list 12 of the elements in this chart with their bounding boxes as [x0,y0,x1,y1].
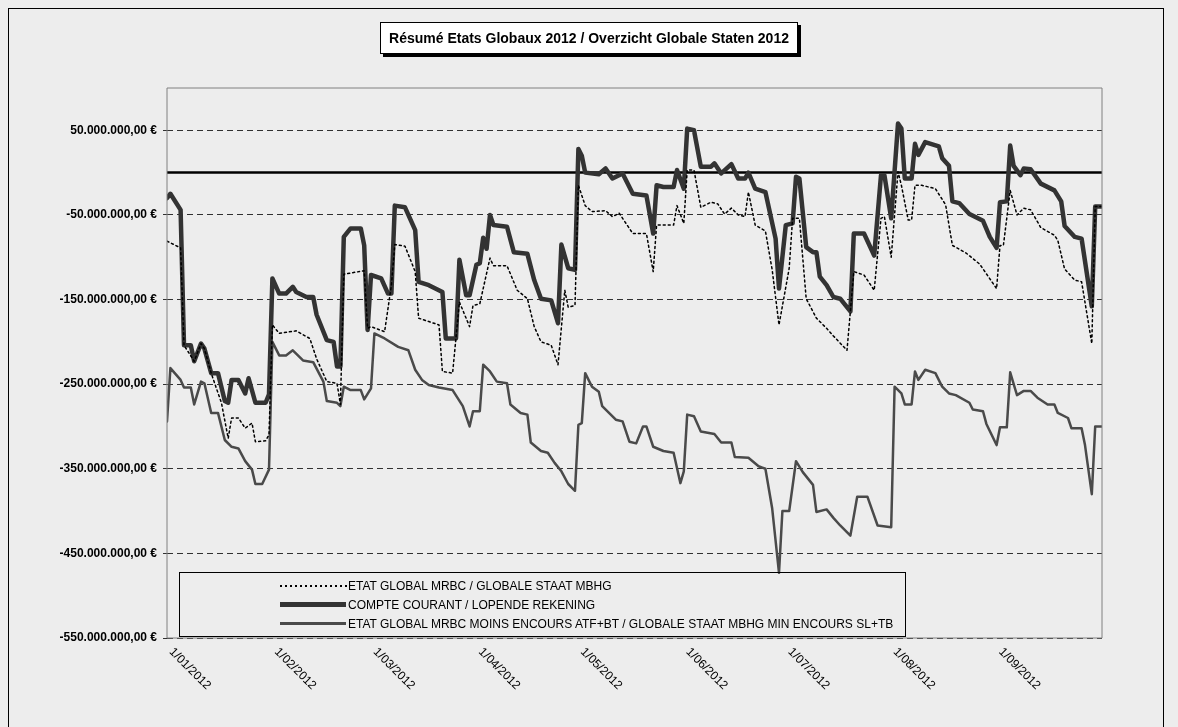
y-tick-label: -350.000.000,00 € [59,461,158,476]
legend-label: ETAT GLOBAL MRBC MOINS ENCOURS ATF+BT / GLOBALE STAAT MBHG MIN ENCOURS SL+TB [348,616,894,631]
legend-label: COMPTE COURANT / LOPENDE REKENING [348,597,596,612]
line-series [167,169,1102,443]
y-tick-label: -50.000.000,00 € [66,207,158,222]
chart-title: Résumé Etats Globaux 2012 / Overzicht Globale Staten 2012 [380,22,798,54]
y-tick-label: -450.000.000,00 € [59,545,158,560]
y-tick-label: 50.000.000,00 € [70,122,158,137]
y-tick-label: -250.000.000,00 € [59,376,158,391]
y-tick-label: -550.000.000,00 € [59,630,158,645]
y-tick-label: -150.000.000,00 € [59,291,158,306]
legend-label: ETAT GLOBAL MRBC / GLOBALE STAAT MBHG [348,578,612,593]
